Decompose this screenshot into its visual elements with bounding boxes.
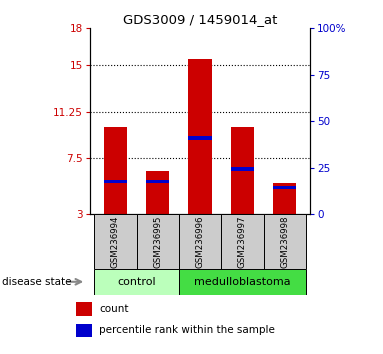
Bar xyxy=(104,180,127,183)
Bar xyxy=(76,302,92,316)
Bar xyxy=(146,180,169,183)
Bar xyxy=(137,214,179,269)
Bar xyxy=(188,136,212,140)
Bar xyxy=(273,186,296,189)
Bar xyxy=(94,214,137,269)
Bar xyxy=(76,324,92,337)
Text: medulloblastoma: medulloblastoma xyxy=(194,277,291,287)
Bar xyxy=(264,214,306,269)
Title: GDS3009 / 1459014_at: GDS3009 / 1459014_at xyxy=(123,13,277,26)
Bar xyxy=(179,269,306,295)
Bar xyxy=(104,127,127,214)
Bar xyxy=(94,269,179,295)
Text: percentile rank within the sample: percentile rank within the sample xyxy=(99,325,275,335)
Bar xyxy=(231,167,254,171)
Bar xyxy=(231,127,254,214)
Bar xyxy=(179,214,221,269)
Text: GSM236996: GSM236996 xyxy=(196,215,205,268)
Text: disease state: disease state xyxy=(2,277,71,287)
Text: GSM236994: GSM236994 xyxy=(111,215,120,268)
Bar xyxy=(221,214,264,269)
Bar xyxy=(188,59,212,214)
Bar xyxy=(146,171,169,214)
Text: GSM236997: GSM236997 xyxy=(238,215,247,268)
Text: control: control xyxy=(117,277,156,287)
Text: GSM236998: GSM236998 xyxy=(280,215,289,268)
Text: GSM236995: GSM236995 xyxy=(153,215,162,268)
Bar xyxy=(273,183,296,214)
Text: count: count xyxy=(99,304,129,314)
